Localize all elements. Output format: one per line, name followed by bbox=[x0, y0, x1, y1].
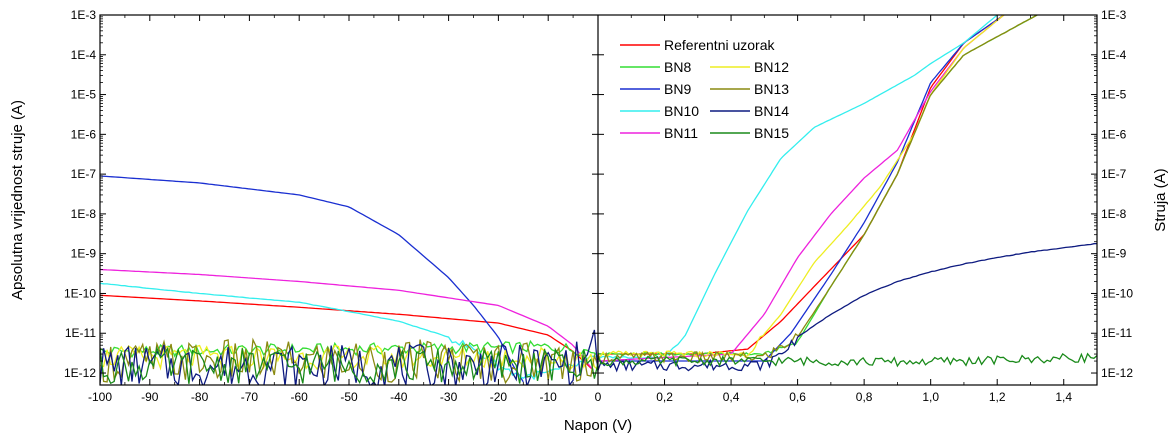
y-tick-label-left: 1E-5 bbox=[71, 88, 97, 102]
x-tick-label: -80 bbox=[191, 390, 209, 404]
y-tick-label-left: 1E-6 bbox=[71, 127, 97, 141]
series-line-bn12-left bbox=[100, 344, 598, 372]
legend-label: BN15 bbox=[754, 125, 789, 141]
series-line-referentni-uzorak-right bbox=[598, 15, 1005, 355]
series-line-bn10-right bbox=[598, 15, 998, 359]
y-tick-label-right: 1E-6 bbox=[1101, 127, 1127, 141]
y-tick-label-left: 1E-3 bbox=[71, 8, 97, 22]
x-tick-label: -100 bbox=[88, 390, 112, 404]
x-tick-label: -70 bbox=[241, 390, 259, 404]
y-tick-label-right: 1E-7 bbox=[1101, 167, 1127, 181]
x-tick-label: 0,4 bbox=[723, 390, 740, 404]
y-tick-label-left: 1E-12 bbox=[64, 366, 96, 380]
y-tick-label-right: 1E-12 bbox=[1101, 366, 1133, 380]
x-tick-label: 0 bbox=[595, 390, 602, 404]
y-tick-label-right: 1E-9 bbox=[1101, 247, 1127, 261]
legend-label: Referentni uzorak bbox=[664, 37, 776, 53]
x-tick-label: 0,6 bbox=[789, 390, 806, 404]
y-axis-label-right: Struja (A) bbox=[1152, 168, 1169, 231]
x-axis-label: Napon (V) bbox=[564, 417, 632, 434]
x-tick-label: 0,2 bbox=[656, 390, 673, 404]
legend-label: BN10 bbox=[664, 103, 699, 119]
y-tick-label-left: 1E-8 bbox=[71, 207, 97, 221]
y-tick-label-left: 1E-4 bbox=[71, 48, 97, 62]
series-line-bn15-right bbox=[598, 352, 1097, 368]
series-line-referentni-uzorak-left bbox=[100, 294, 594, 371]
series-line-bn10-left bbox=[100, 282, 598, 381]
y-tick-label-right: 1E-4 bbox=[1101, 48, 1127, 62]
series-line-bn14-right bbox=[598, 242, 1097, 373]
x-tick-label: -90 bbox=[141, 390, 159, 404]
x-tick-label: -30 bbox=[440, 390, 458, 404]
series-line-bn9-right bbox=[598, 15, 1005, 362]
x-tick-label: -40 bbox=[390, 390, 408, 404]
x-tick-label: -20 bbox=[490, 390, 508, 404]
legend-label: BN8 bbox=[664, 59, 691, 75]
y-tick-label-right: 1E-10 bbox=[1101, 286, 1133, 300]
legend-label: BN14 bbox=[754, 103, 789, 119]
x-tick-label: 1,0 bbox=[922, 390, 939, 404]
legend: Referentni uzorak BN8 BN9 BN10 BN11 BN12 BN13 B… bbox=[620, 37, 789, 141]
series-line-bn11-left bbox=[100, 268, 594, 371]
y-tick-label-right: 1E-11 bbox=[1101, 326, 1132, 340]
series-line-bn9-left bbox=[100, 175, 524, 383]
y-tick-label-left: 1E-9 bbox=[71, 247, 97, 261]
series-line-bn15-left bbox=[100, 345, 598, 385]
y-tick-label-right: 1E-3 bbox=[1101, 8, 1127, 22]
legend-label: BN13 bbox=[754, 81, 789, 97]
y-tick-label-right: 1E-5 bbox=[1101, 88, 1127, 102]
series-line-bn13-left bbox=[100, 337, 598, 385]
legend-label: BN9 bbox=[664, 81, 691, 97]
x-tick-label: 1,4 bbox=[1055, 390, 1072, 404]
series-line-bn12-right bbox=[598, 15, 1005, 358]
legend-label: BN12 bbox=[754, 59, 789, 75]
x-tick-label: 0,8 bbox=[856, 390, 873, 404]
x-tick-label: -50 bbox=[340, 390, 358, 404]
y-tick-label-left: 1E-10 bbox=[64, 286, 96, 300]
legend-label: BN11 bbox=[664, 125, 698, 141]
y-axis-label-left: Apsolutna vrijednost struje (A) bbox=[9, 100, 26, 300]
x-tick-label: -60 bbox=[291, 390, 309, 404]
y-tick-label-right: 1E-8 bbox=[1101, 207, 1127, 221]
x-tick-label: 1,2 bbox=[989, 390, 1006, 404]
x-tick-label: -10 bbox=[540, 390, 558, 404]
series-line-bn13-right bbox=[598, 15, 1038, 364]
y-tick-label-left: 1E-7 bbox=[71, 167, 97, 181]
y-tick-label-left: 1E-11 bbox=[65, 326, 96, 340]
